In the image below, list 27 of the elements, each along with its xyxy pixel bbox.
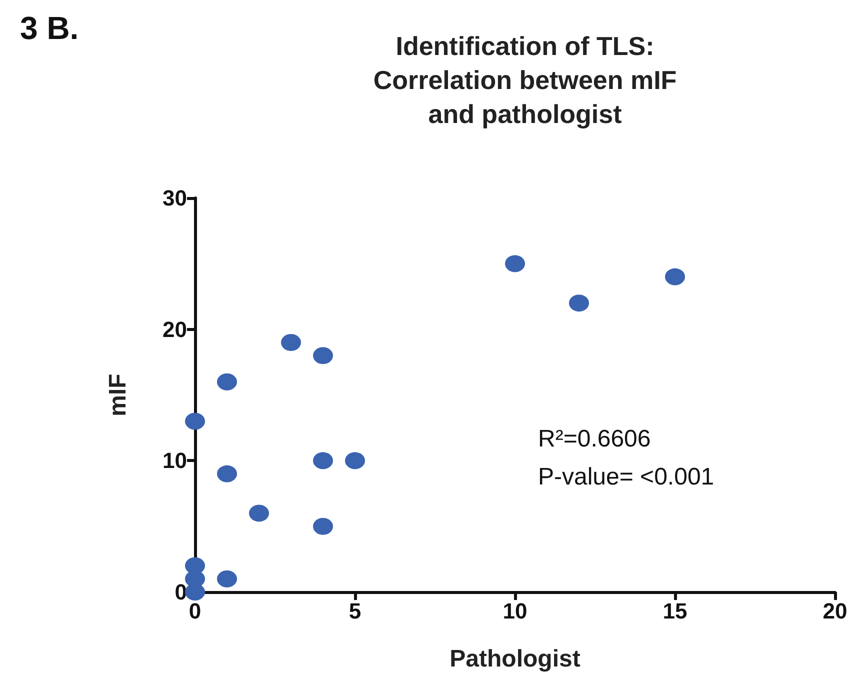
point (185, 412, 205, 430)
x-tick-label: 10 (502, 598, 528, 624)
y-tick-label: 30 (162, 186, 187, 210)
point (313, 347, 333, 364)
y-tick-label: 0 (174, 580, 187, 604)
point (665, 268, 685, 286)
point (569, 294, 589, 312)
point (281, 334, 301, 351)
x-tick-label: 20 (822, 598, 848, 624)
point (313, 518, 333, 535)
point (313, 452, 333, 470)
point (345, 452, 365, 470)
x-tick-label: 5 (348, 598, 362, 624)
point (217, 465, 237, 482)
chart-title: Identification of TLS: Correlation between mIF and pathologist (373, 31, 677, 129)
y-tick-label: 20 (162, 316, 187, 342)
point (217, 570, 237, 588)
x-tick-label: 15 (662, 598, 688, 624)
point (185, 557, 205, 574)
annotation: R²=0.6606 P-value= <0.001 (538, 426, 714, 490)
point (505, 255, 525, 272)
y-tick-label: 10 (162, 448, 187, 474)
x-axis-title: Pathologist (450, 646, 580, 672)
y-axis-title: mIF (104, 374, 132, 416)
point (249, 504, 269, 522)
text: 3 B. (20, 10, 79, 46)
point (217, 373, 237, 390)
